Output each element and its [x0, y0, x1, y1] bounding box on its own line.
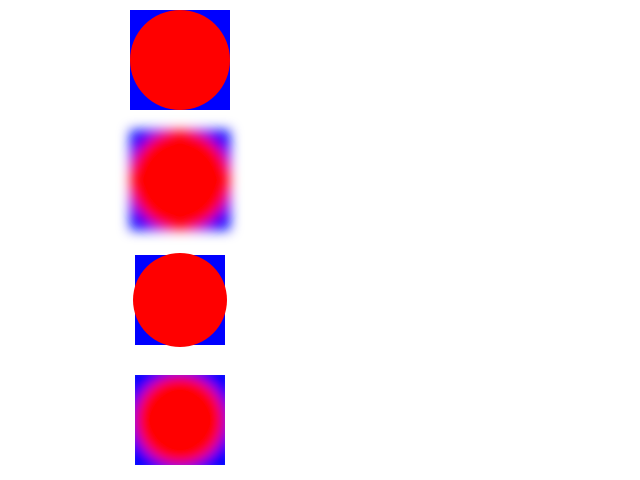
tile-3-graphic [133, 253, 227, 347]
tile-1-circle [130, 10, 230, 110]
circle-square-tile-4-blurred-clipped [135, 375, 225, 465]
tile-4-circle [135, 375, 225, 465]
tile-2-graphic [130, 130, 230, 230]
circle-square-tile-1 [130, 10, 230, 110]
tile-3-circle [133, 253, 227, 347]
circle-square-tile-3 [133, 253, 227, 347]
tile-1-graphic [130, 10, 230, 110]
circle-square-tile-2-blurred [130, 130, 230, 230]
tile-4-graphic [135, 375, 225, 465]
tile-2-circle [130, 130, 230, 230]
